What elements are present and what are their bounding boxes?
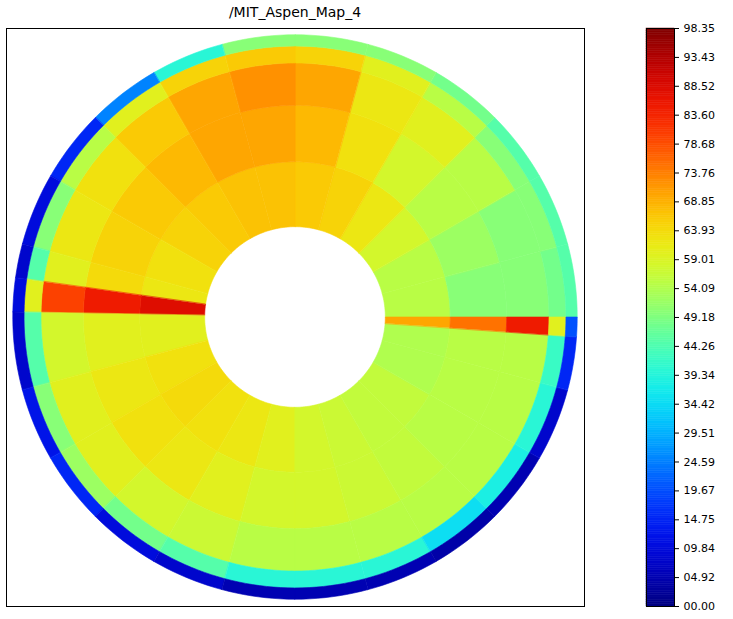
svg-text:29.51: 29.51 bbox=[684, 427, 716, 440]
svg-text:44.26: 44.26 bbox=[684, 340, 716, 353]
svg-text:78.68: 78.68 bbox=[684, 138, 716, 151]
svg-text:04.92: 04.92 bbox=[684, 571, 716, 584]
svg-text:34.42: 34.42 bbox=[684, 398, 716, 411]
svg-text:88.52: 88.52 bbox=[684, 80, 716, 93]
svg-text:98.35: 98.35 bbox=[684, 22, 716, 35]
svg-text:00.00: 00.00 bbox=[684, 600, 716, 612]
svg-text:24.59: 24.59 bbox=[684, 456, 716, 469]
svg-text:93.43: 93.43 bbox=[684, 51, 716, 64]
svg-text:54.09: 54.09 bbox=[684, 282, 716, 295]
svg-text:09.84: 09.84 bbox=[684, 542, 716, 555]
svg-text:49.18: 49.18 bbox=[684, 311, 716, 324]
svg-text:73.76: 73.76 bbox=[684, 167, 716, 180]
svg-text:59.01: 59.01 bbox=[684, 253, 716, 266]
svg-text:14.75: 14.75 bbox=[684, 513, 716, 526]
svg-text:39.34: 39.34 bbox=[684, 369, 716, 382]
svg-text:19.67: 19.67 bbox=[684, 484, 716, 497]
svg-text:63.93: 63.93 bbox=[684, 224, 716, 237]
svg-text:68.85: 68.85 bbox=[684, 195, 716, 208]
svg-text:83.60: 83.60 bbox=[684, 109, 716, 122]
html-text:/MIT_Aspen_Map_4: /MIT_Aspen_Map_4 bbox=[228, 4, 362, 20]
